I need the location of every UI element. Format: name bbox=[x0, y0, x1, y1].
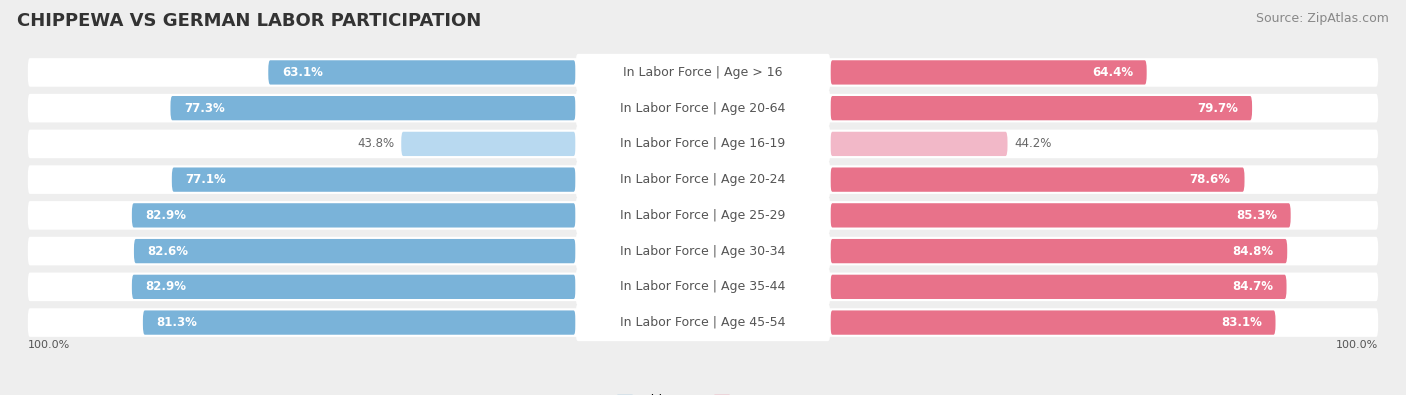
FancyBboxPatch shape bbox=[575, 161, 831, 198]
Text: In Labor Force | Age 45-54: In Labor Force | Age 45-54 bbox=[620, 316, 786, 329]
FancyBboxPatch shape bbox=[28, 94, 1378, 122]
FancyBboxPatch shape bbox=[401, 132, 575, 156]
Text: In Labor Force | Age 35-44: In Labor Force | Age 35-44 bbox=[620, 280, 786, 293]
Text: In Labor Force | Age 25-29: In Labor Force | Age 25-29 bbox=[620, 209, 786, 222]
FancyBboxPatch shape bbox=[28, 237, 1378, 265]
FancyBboxPatch shape bbox=[172, 167, 575, 192]
FancyBboxPatch shape bbox=[28, 273, 1378, 301]
FancyBboxPatch shape bbox=[831, 239, 1288, 263]
FancyBboxPatch shape bbox=[575, 54, 831, 91]
Text: 43.8%: 43.8% bbox=[357, 137, 394, 150]
FancyBboxPatch shape bbox=[132, 275, 575, 299]
FancyBboxPatch shape bbox=[831, 132, 1008, 156]
FancyBboxPatch shape bbox=[28, 308, 1378, 337]
Text: 81.3%: 81.3% bbox=[156, 316, 198, 329]
FancyBboxPatch shape bbox=[831, 310, 1275, 335]
Text: 63.1%: 63.1% bbox=[283, 66, 323, 79]
Text: In Labor Force | Age 16-19: In Labor Force | Age 16-19 bbox=[620, 137, 786, 150]
Text: 83.1%: 83.1% bbox=[1220, 316, 1261, 329]
Text: 84.8%: 84.8% bbox=[1232, 245, 1274, 258]
FancyBboxPatch shape bbox=[575, 268, 831, 305]
FancyBboxPatch shape bbox=[575, 125, 831, 162]
Text: 82.9%: 82.9% bbox=[146, 280, 187, 293]
FancyBboxPatch shape bbox=[132, 203, 575, 228]
Text: Source: ZipAtlas.com: Source: ZipAtlas.com bbox=[1256, 12, 1389, 25]
Text: 78.6%: 78.6% bbox=[1189, 173, 1230, 186]
FancyBboxPatch shape bbox=[269, 60, 575, 85]
FancyBboxPatch shape bbox=[28, 166, 1378, 194]
FancyBboxPatch shape bbox=[831, 167, 1244, 192]
FancyBboxPatch shape bbox=[170, 96, 575, 120]
FancyBboxPatch shape bbox=[831, 96, 1253, 120]
FancyBboxPatch shape bbox=[831, 60, 1147, 85]
Text: 64.4%: 64.4% bbox=[1092, 66, 1133, 79]
Text: CHIPPEWA VS GERMAN LABOR PARTICIPATION: CHIPPEWA VS GERMAN LABOR PARTICIPATION bbox=[17, 12, 481, 30]
Text: 100.0%: 100.0% bbox=[28, 340, 70, 350]
FancyBboxPatch shape bbox=[28, 58, 1378, 87]
Text: In Labor Force | Age 30-34: In Labor Force | Age 30-34 bbox=[620, 245, 786, 258]
Text: 100.0%: 100.0% bbox=[1336, 340, 1378, 350]
FancyBboxPatch shape bbox=[575, 233, 831, 270]
Text: 77.1%: 77.1% bbox=[186, 173, 226, 186]
Text: In Labor Force | Age 20-24: In Labor Force | Age 20-24 bbox=[620, 173, 786, 186]
Text: 44.2%: 44.2% bbox=[1014, 137, 1052, 150]
FancyBboxPatch shape bbox=[28, 201, 1378, 229]
Text: 82.9%: 82.9% bbox=[146, 209, 187, 222]
FancyBboxPatch shape bbox=[831, 275, 1286, 299]
FancyBboxPatch shape bbox=[134, 239, 575, 263]
Text: 85.3%: 85.3% bbox=[1236, 209, 1277, 222]
FancyBboxPatch shape bbox=[575, 90, 831, 127]
Text: 79.7%: 79.7% bbox=[1198, 102, 1239, 115]
FancyBboxPatch shape bbox=[831, 203, 1291, 228]
Text: 77.3%: 77.3% bbox=[184, 102, 225, 115]
FancyBboxPatch shape bbox=[28, 130, 1378, 158]
FancyBboxPatch shape bbox=[575, 197, 831, 234]
Text: 84.7%: 84.7% bbox=[1232, 280, 1272, 293]
FancyBboxPatch shape bbox=[575, 304, 831, 341]
Legend: Chippewa, German: Chippewa, German bbox=[617, 394, 789, 395]
Text: 82.6%: 82.6% bbox=[148, 245, 188, 258]
Text: In Labor Force | Age 20-64: In Labor Force | Age 20-64 bbox=[620, 102, 786, 115]
FancyBboxPatch shape bbox=[143, 310, 575, 335]
Text: In Labor Force | Age > 16: In Labor Force | Age > 16 bbox=[623, 66, 783, 79]
